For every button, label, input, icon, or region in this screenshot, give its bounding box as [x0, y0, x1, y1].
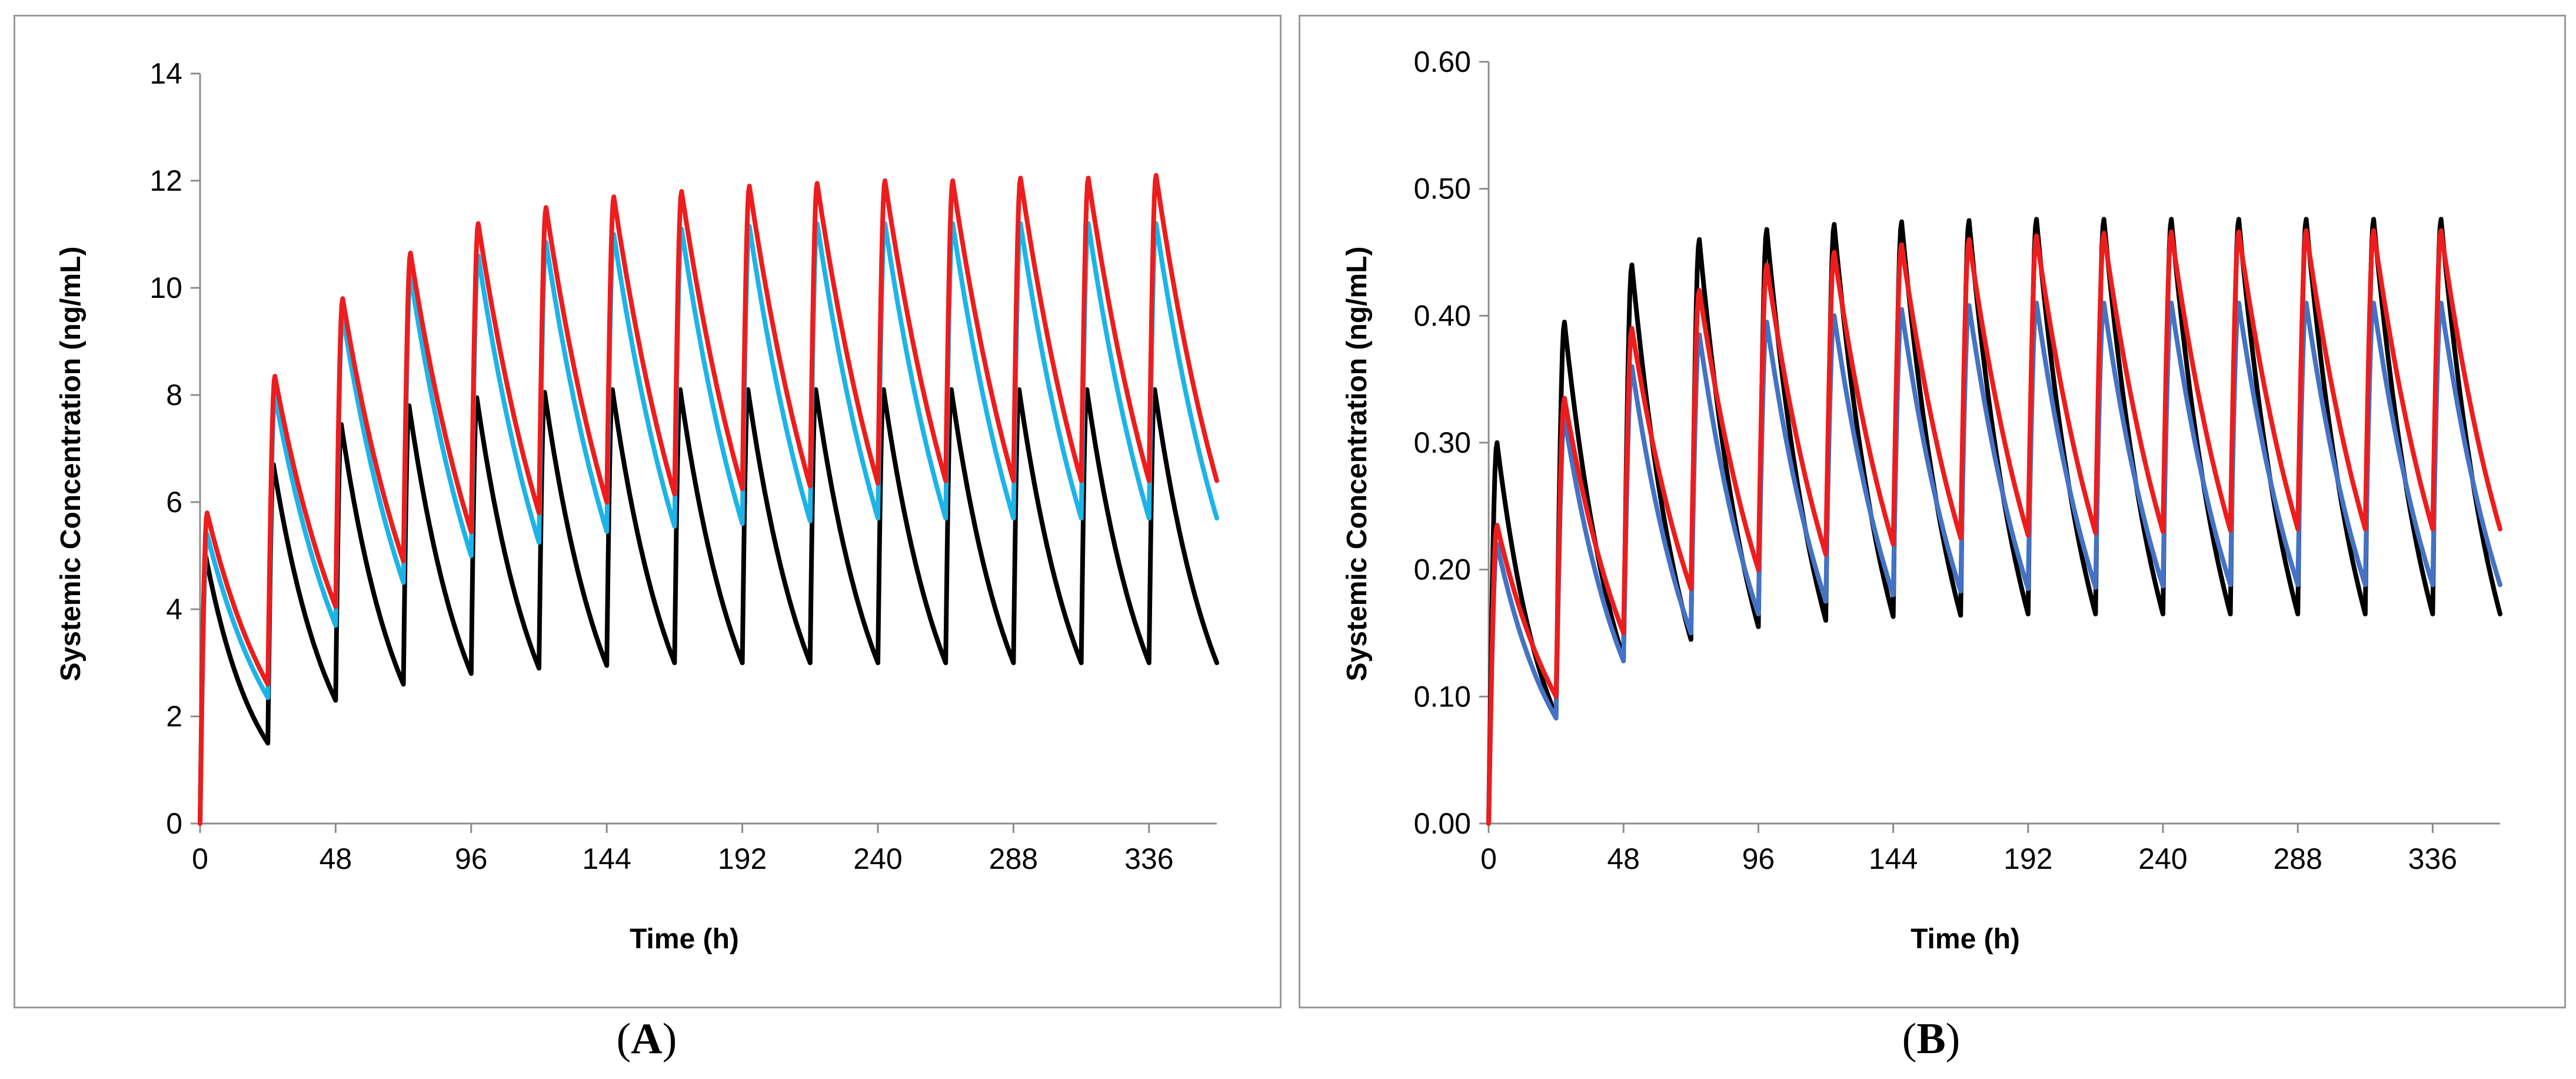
chart-b-y-tick-label: 0.50 — [1414, 172, 1471, 205]
chart-a-y-tick-label: 14 — [149, 57, 182, 90]
panel-label-b-open: ( — [1902, 1015, 1917, 1063]
panel-label-b: (B) — [1843, 1017, 2019, 1061]
panel-label-b-close: ) — [1945, 1015, 1961, 1063]
chart-a-series-red — [198, 172, 1219, 826]
chart-a-y-tick-label: 0 — [166, 807, 182, 840]
chart-b-x-tick-label: 96 — [1742, 842, 1775, 875]
chart-b-y-tick-label: 0.40 — [1414, 299, 1471, 332]
chart-b-y-tick-label: 0.20 — [1414, 553, 1471, 586]
chart-b-x-tick-label: 192 — [2003, 842, 2052, 875]
chart-a-x-tick-label: 288 — [989, 842, 1038, 875]
chart-a-y-tick-label: 4 — [166, 593, 182, 626]
chart-b-x-tick-label: 48 — [1607, 842, 1640, 875]
chart-a-x-tick-label: 0 — [192, 842, 208, 875]
chart-a-x-tick-label: 192 — [718, 842, 767, 875]
chart-a-svg: 0 2 4 6 8 10 12 14 0 48 96 144 192 240 288 336 Time (h)… — [55, 57, 1219, 955]
chart-a-xlabel: Time (h) — [630, 924, 739, 955]
chart-b-x-tick-label: 288 — [2273, 842, 2322, 875]
chart-b-y-tick-label: 0.10 — [1414, 680, 1471, 713]
chart-a-ylabel: Systemic Concentration (ng/mL) — [55, 247, 86, 682]
panel-label-a-letter: A — [631, 1015, 663, 1063]
chart-b-plot-area: 0.00 0.10 0.20 0.30 0.40 0.50 0.60 0 48 96 144 192 2… — [1414, 45, 2502, 875]
chart-a-x-tick-label: 144 — [582, 842, 631, 875]
panel-label-a-open: ( — [616, 1015, 631, 1063]
chart-b-x-tick-label: 240 — [2138, 842, 2187, 875]
chart-panel-a: 0 2 4 6 8 10 12 14 0 48 96 144 192 240 288 336 Time (h)… — [14, 15, 1282, 1008]
chart-b-y-tick-label: 0.60 — [1414, 45, 1471, 78]
chart-a-y-tick-label: 10 — [149, 271, 182, 304]
chart-b-x-tick-label: 336 — [2408, 842, 2457, 875]
panel-label-b-letter: B — [1916, 1015, 1946, 1063]
chart-a-series-black — [198, 387, 1219, 826]
chart-a-x-tick-label: 240 — [853, 842, 902, 875]
chart-panel-b: 0.00 0.10 0.20 0.30 0.40 0.50 0.60 0 48 96 144 192 2… — [1299, 15, 2566, 1008]
chart-a-y-tick-label: 12 — [149, 164, 182, 197]
chart-b-x-tick-label: 144 — [1869, 842, 1918, 875]
chart-b-ylabel: Systemic Concentration (ng/mL) — [1342, 247, 1373, 682]
chart-a-y-tick-label: 6 — [166, 486, 182, 519]
chart-b-y-tick-label: 0.00 — [1414, 807, 1471, 840]
chart-b-series-red — [1486, 228, 2502, 826]
chart-a-x-tick-label: 336 — [1124, 842, 1173, 875]
chart-b-xlabel: Time (h) — [1911, 924, 2020, 955]
chart-a-y-tick-label: 8 — [166, 379, 182, 411]
chart-a-plot-area: 0 2 4 6 8 10 12 14 0 48 96 144 192 240 288 336 — [149, 57, 1219, 875]
chart-a-x-tick-label: 96 — [455, 842, 488, 875]
chart-b-y-tick-label: 0.30 — [1414, 426, 1471, 459]
chart-b-series-blue — [1486, 300, 2502, 826]
chart-a-x-tick-label: 48 — [319, 842, 352, 875]
chart-b-svg: 0.00 0.10 0.20 0.30 0.40 0.50 0.60 0 48 96 144 192 2… — [1342, 45, 2502, 955]
chart-a-y-tick-label: 2 — [166, 700, 182, 733]
chart-b-x-tick-label: 0 — [1480, 842, 1497, 875]
chart-a-series-light-blue — [198, 221, 1219, 826]
panel-label-a-close: ) — [662, 1015, 677, 1063]
panel-label-a: (A) — [558, 1017, 735, 1061]
